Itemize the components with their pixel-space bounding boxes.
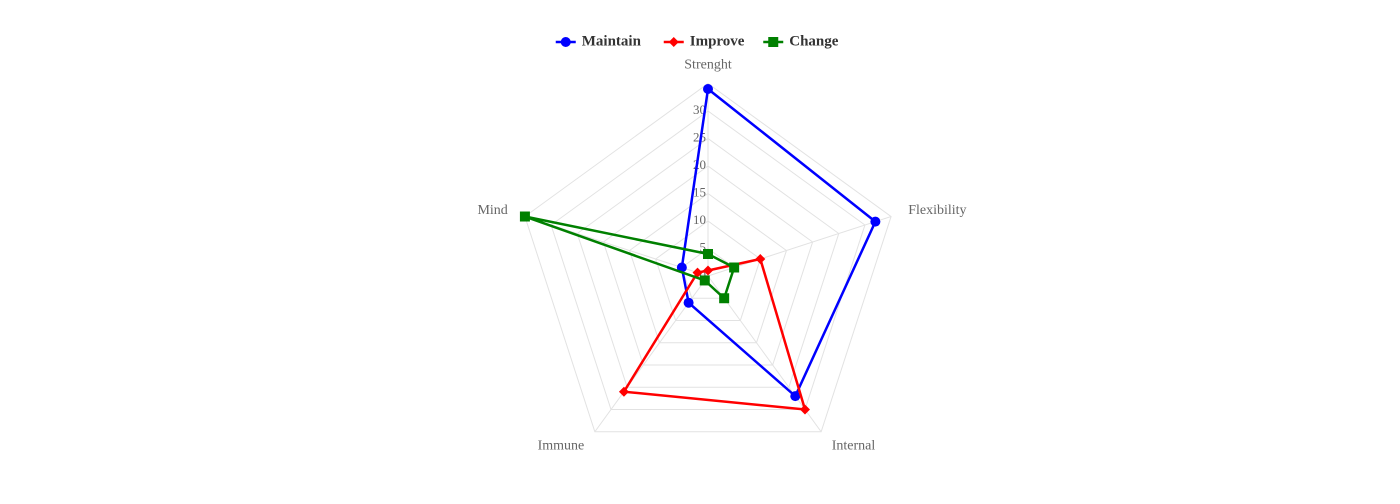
point — [699, 275, 710, 286]
axis-label: Immune — [538, 439, 585, 454]
point — [719, 293, 730, 304]
series-line — [680, 86, 877, 399]
point — [703, 249, 713, 259]
point — [729, 262, 740, 273]
r-tick-label: 15 — [693, 184, 706, 199]
point — [768, 37, 779, 47]
grid-ring — [524, 82, 892, 433]
series-line — [524, 215, 736, 301]
point — [676, 262, 687, 273]
axis-label: Internal — [832, 439, 876, 454]
point — [790, 391, 801, 402]
grid-ring — [576, 137, 840, 388]
r-tick-label: 5 — [700, 239, 707, 254]
point — [692, 267, 703, 278]
grid-ring — [602, 165, 814, 366]
point — [618, 386, 629, 397]
axis-label: Mind — [477, 203, 507, 218]
point — [870, 216, 881, 227]
legend-label: Improve — [690, 33, 745, 49]
axis-label: Strenght — [684, 58, 732, 73]
point — [519, 211, 530, 222]
r-tick-label: 10 — [693, 212, 706, 227]
r-tick-label: 30 — [693, 102, 706, 117]
legend-label: Change — [789, 33, 839, 49]
point — [668, 37, 679, 47]
point — [703, 265, 713, 276]
point — [703, 84, 713, 94]
grid-ring — [550, 110, 866, 410]
point — [683, 297, 694, 308]
legend-label: Maintain — [582, 33, 642, 49]
r-tick-label: 0 — [700, 267, 707, 282]
point — [560, 37, 571, 47]
axis-label: Flexibility — [908, 203, 966, 218]
point — [799, 404, 810, 415]
point — [755, 254, 766, 265]
